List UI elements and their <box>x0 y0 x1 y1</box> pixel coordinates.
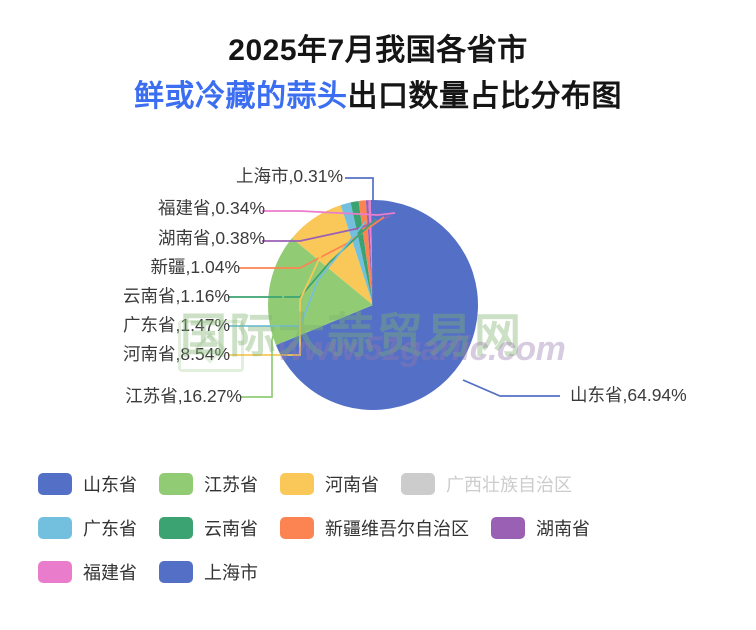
legend-swatch-icon <box>38 561 72 583</box>
legend-row: 山东省 江苏省 河南省 广西壮族自治区 <box>0 462 756 506</box>
legend-swatch-icon <box>159 561 193 583</box>
pie-label-山东省: 山东省,64.94% <box>570 385 687 405</box>
leader-line <box>262 215 391 242</box>
pie-label-江苏省: 江苏省,16.27% <box>125 386 242 406</box>
title-highlight: 鲜或冷藏的蒜头 <box>134 80 348 113</box>
chart-legend[interactable]: 山东省 江苏省 河南省 广西壮族自治区广东省 云南省 新疆维吾尔自治区 湖南省福建省 上海市 <box>0 462 756 594</box>
pie-label-新疆维吾尔自治区: 新疆,1.04% <box>150 257 240 277</box>
pie-slice[interactable] <box>267 238 373 346</box>
pie-label-湖南省: 湖南省,0.38% <box>158 228 265 248</box>
pie-label-福建省: 福建省,0.34% <box>158 198 265 218</box>
legend-swatch-icon <box>280 517 314 539</box>
pie-slice[interactable] <box>340 202 373 305</box>
pie-label-广东省: 广东省,1.47% <box>123 315 230 335</box>
leader-line <box>238 216 385 269</box>
legend-swatch-icon <box>159 517 193 539</box>
leader-line <box>228 220 367 327</box>
legend-label: 广西壮族自治区 <box>446 475 572 495</box>
legend-swatch-icon <box>401 473 435 495</box>
chart-title: 2025年7月我国各省市 鲜或冷藏的蒜头出口数量占比分布图 <box>0 36 756 112</box>
legend-item-福建省[interactable]: 福建省 <box>38 559 137 585</box>
legend-item-江苏省[interactable]: 江苏省 <box>159 471 258 497</box>
leader-line <box>345 177 374 305</box>
legend-label: 新疆维吾尔自治区 <box>325 519 469 539</box>
legend-label: 湖南省 <box>536 519 590 539</box>
leader-lines-group <box>228 177 560 398</box>
legend-label: 云南省 <box>204 519 258 539</box>
legend-item-广东省[interactable]: 广东省 <box>38 515 137 541</box>
legend-swatch-icon <box>38 517 72 539</box>
legend-item-湖南省[interactable]: 湖南省 <box>491 515 590 541</box>
legend-label: 上海市 <box>204 563 258 583</box>
leader-line <box>240 281 288 398</box>
legend-item-上海市[interactable]: 上海市 <box>159 559 258 585</box>
pie-slice[interactable] <box>292 205 373 305</box>
legend-label: 河南省 <box>325 475 379 495</box>
pie-slice[interactable] <box>368 200 373 305</box>
leader-line <box>462 379 560 397</box>
legend-swatch-icon <box>280 473 314 495</box>
legend-label: 山东省 <box>83 475 137 495</box>
legend-label: 广东省 <box>83 519 137 539</box>
legend-label: 福建省 <box>83 563 137 583</box>
pie-slice[interactable] <box>350 200 373 305</box>
legend-label: 江苏省 <box>204 475 258 495</box>
legend-row: 福建省 上海市 <box>0 550 756 594</box>
pie-label-上海市: 上海市,0.31% <box>236 166 343 186</box>
pie-label-云南省: 云南省,1.16% <box>123 286 230 306</box>
title-line-2: 鲜或冷藏的蒜头出口数量占比分布图 <box>0 82 756 112</box>
title-rest: 出口数量占比分布图 <box>347 80 622 113</box>
legend-item-云南省[interactable]: 云南省 <box>159 515 258 541</box>
legend-swatch-icon <box>491 517 525 539</box>
legend-row: 广东省 云南省 新疆维吾尔自治区 湖南省 <box>0 506 756 550</box>
title-line-1: 2025年7月我国各省市 <box>228 34 528 67</box>
legend-item-河南省[interactable]: 河南省 <box>280 471 379 497</box>
leader-line <box>228 218 377 298</box>
legend-swatch-icon <box>38 473 72 495</box>
pie-slice[interactable] <box>275 199 479 410</box>
leader-line <box>228 235 331 356</box>
leader-line <box>262 210 396 216</box>
pie-label-河南省: 河南省,8.54% <box>123 344 230 364</box>
legend-item-山东省[interactable]: 山东省 <box>38 471 137 497</box>
pie-slices-group[interactable] <box>267 199 479 410</box>
legend-swatch-icon <box>159 473 193 495</box>
legend-item-广西壮族自治区[interactable]: 广西壮族自治区 <box>401 471 572 497</box>
legend-item-新疆维吾尔自治区[interactable]: 新疆维吾尔自治区 <box>280 515 469 541</box>
